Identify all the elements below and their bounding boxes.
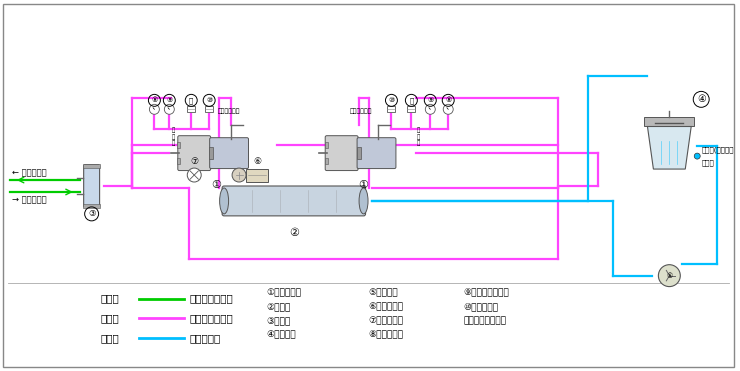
Text: ← 载冷剂出口: ← 载冷剂出口 (12, 168, 47, 177)
FancyBboxPatch shape (84, 165, 100, 207)
Bar (388, 106, 395, 112)
Circle shape (164, 104, 175, 114)
Circle shape (232, 168, 246, 182)
Bar (83, 164, 100, 168)
Text: ⑪高压压力控制器: ⑪高压压力控制器 (463, 316, 506, 325)
Ellipse shape (220, 188, 229, 214)
FancyBboxPatch shape (209, 138, 249, 168)
FancyBboxPatch shape (222, 186, 366, 216)
Text: ⑨低压压力控制器: ⑨低压压力控制器 (463, 288, 509, 297)
Circle shape (694, 153, 700, 159)
Text: ③: ③ (88, 209, 95, 219)
Text: ⑧低压压力表: ⑧低压压力表 (369, 330, 403, 339)
Bar (325, 158, 328, 164)
Polygon shape (648, 126, 691, 169)
Text: ②: ② (289, 228, 299, 238)
Circle shape (425, 104, 435, 114)
Text: 补水口(浮球控制: 补水口(浮球控制 (702, 146, 734, 153)
Text: 绿色线: 绿色线 (100, 293, 119, 303)
Text: 排污阀: 排污阀 (702, 159, 714, 166)
Text: ⑩: ⑩ (206, 97, 212, 104)
Bar (246, 168, 268, 181)
Text: ①: ① (211, 180, 221, 190)
Text: ⑧: ⑧ (445, 97, 451, 104)
Bar (178, 158, 181, 164)
Text: ④: ④ (697, 94, 705, 104)
Circle shape (659, 265, 680, 287)
Bar (209, 147, 213, 159)
FancyBboxPatch shape (325, 136, 358, 171)
FancyBboxPatch shape (357, 138, 396, 168)
Bar (357, 147, 360, 159)
Text: 红色线: 红色线 (100, 313, 119, 324)
Text: ⑥干燥过滤器: ⑥干燥过滤器 (369, 302, 403, 311)
Text: ⑤冷却水泵: ⑤冷却水泵 (369, 288, 398, 297)
FancyBboxPatch shape (178, 136, 211, 171)
Bar (178, 142, 181, 148)
Bar (205, 106, 213, 112)
Bar (645, 117, 694, 126)
Text: ④冷却水塔: ④冷却水塔 (266, 330, 295, 339)
Text: ⑩: ⑩ (388, 97, 394, 104)
Text: 载冷剂循环回路: 载冷剂循环回路 (189, 293, 233, 303)
Ellipse shape (359, 188, 368, 214)
Bar (408, 106, 415, 112)
Text: ①螺杆压缩机: ①螺杆压缩机 (266, 288, 301, 297)
Text: ②冷凝器: ②冷凝器 (266, 302, 290, 311)
Text: 高压排气流向: 高压排气流向 (218, 109, 240, 114)
Text: ⑨: ⑨ (427, 97, 434, 104)
Text: ⑦: ⑦ (190, 157, 198, 165)
Circle shape (187, 168, 201, 182)
Text: 高压排气流向: 高压排气流向 (349, 109, 371, 114)
Circle shape (149, 104, 159, 114)
Text: ⑦供液膨胀阀: ⑦供液膨胀阀 (369, 316, 403, 325)
Text: 水循环回路: 水循环回路 (189, 334, 221, 344)
Text: ⑨: ⑨ (166, 97, 172, 104)
Bar (83, 204, 100, 208)
Text: 低
压
阀: 低 压 阀 (172, 128, 175, 146)
Bar (187, 106, 195, 112)
Text: ⑥: ⑥ (253, 157, 261, 165)
Text: ⑤: ⑤ (666, 273, 673, 279)
Text: ①: ① (359, 180, 369, 190)
Bar (325, 142, 328, 148)
Text: ⑪: ⑪ (189, 97, 193, 104)
Text: ⑪: ⑪ (409, 97, 414, 104)
Text: 低
压
阀: 低 压 阀 (417, 128, 420, 146)
Text: 蓝色线: 蓝色线 (100, 334, 119, 344)
Text: ③蒸发器: ③蒸发器 (266, 316, 290, 325)
Text: ⑧: ⑧ (151, 97, 158, 104)
Text: 制冷剂循环回路: 制冷剂循环回路 (189, 313, 233, 324)
Text: → 载冷剂流入: → 载冷剂流入 (12, 195, 47, 204)
Circle shape (443, 104, 453, 114)
Text: ⑩高压压力表: ⑩高压压力表 (463, 302, 498, 311)
